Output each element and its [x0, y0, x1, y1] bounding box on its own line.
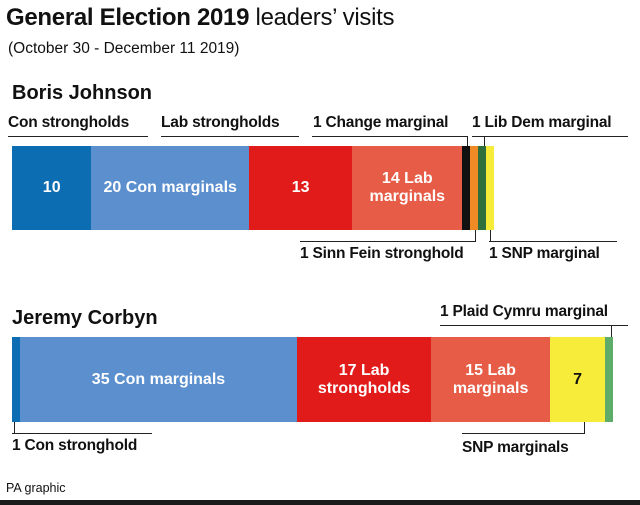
annotation-sinn-fein: 1 Sinn Fein stronghold	[300, 245, 464, 262]
bar-segment-con-marginals: 20 Con marginals	[91, 146, 250, 230]
annotation-rule	[12, 433, 152, 434]
bar-segment-label: 15 Lab marginals	[452, 361, 529, 397]
bar-segment-con-stronghold	[12, 337, 21, 422]
bar-segment-con-strongholds: 10	[12, 146, 92, 230]
bar-segment-snp-marginal	[486, 146, 495, 230]
bar-segment-label: 17 Lab strongholds	[317, 361, 411, 397]
bar-segment-sinn-fein-stronghold	[470, 146, 479, 230]
annotation-tick	[467, 136, 468, 146]
annotation-snp-marginals: SNP marginals	[462, 439, 569, 456]
bar-segment-lib-dem-marginal	[478, 146, 487, 230]
annotation-plaid-marginal: 1 Plaid Cymru marginal	[440, 303, 608, 320]
leader-name-johnson: Boris Johnson	[12, 82, 153, 104]
bar-segment-label: 35 Con marginals	[91, 370, 226, 388]
bar-segment-plaid-cymru-marginal	[605, 337, 614, 422]
footer-rule	[0, 500, 640, 505]
annotation-rule	[472, 136, 628, 137]
chart-title: General Election 2019 leaders’ visits	[6, 4, 395, 32]
bar-segment-label: 10	[42, 179, 61, 196]
chart-subtitle: (October 30 - December 11 2019)	[8, 40, 240, 57]
annotation-tick	[611, 325, 612, 337]
annotation-rule	[462, 433, 585, 434]
bar-segment-lab-marginals: 15 Lab marginals	[431, 337, 551, 422]
annotation-rule	[161, 136, 299, 137]
annotation-rule	[312, 136, 468, 137]
source-credit: PA graphic	[6, 481, 66, 495]
annotation-rule	[300, 241, 476, 242]
annotation-con-strongholds: Con strongholds	[8, 114, 129, 131]
annotation-rule	[8, 136, 148, 137]
annotation-tick	[14, 422, 15, 434]
bar-segment-label: 7	[573, 370, 583, 388]
bar-segment-con-marginals: 35 Con marginals	[19, 337, 298, 422]
annotation-rule	[489, 241, 617, 242]
annotation-tick	[475, 230, 476, 242]
annotation-tick	[490, 230, 491, 242]
annotation-tick	[584, 422, 585, 434]
annotation-tick	[484, 136, 485, 146]
annotation-rule	[440, 325, 628, 326]
title-light: leaders’ visits	[249, 4, 395, 31]
bar-segment-change-marginal	[462, 146, 471, 230]
bar-segment-label: 13	[291, 179, 310, 196]
bar-segment-lab-strongholds: 13	[249, 146, 353, 230]
bar-segment-lab-marginals: 14 Lab marginals	[351, 146, 463, 230]
title-bold: General Election 2019	[6, 4, 250, 31]
annotation-lab-strongholds: Lab strongholds	[161, 114, 280, 131]
annotation-libdem-marginal: 1 Lib Dem marginal	[472, 114, 612, 131]
annotation-con-stronghold: 1 Con stronghold	[12, 437, 138, 454]
annotation-change-marginal: 1 Change marginal	[313, 114, 449, 131]
annotation-snp-marginal: 1 SNP marginal	[489, 245, 600, 262]
bar-segment-label: 20 Con marginals	[103, 179, 237, 196]
bar-segment-lab-strongholds: 17 Lab strongholds	[296, 337, 432, 422]
bar-segment-snp-marginals: 7	[549, 337, 606, 422]
leader-name-corbyn: Jeremy Corbyn	[12, 307, 158, 329]
bar-segment-label: 14 Lab marginals	[369, 170, 446, 205]
